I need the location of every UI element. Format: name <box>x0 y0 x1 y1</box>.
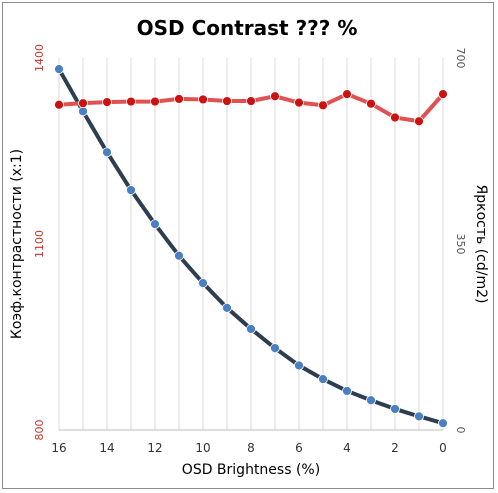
series-1-point <box>342 386 352 396</box>
y-left-tick-label: 1400 <box>33 44 46 72</box>
x-tick-label: 0 <box>439 441 447 455</box>
x-tick-label: 12 <box>147 441 162 455</box>
series-2-point <box>342 89 352 100</box>
series-2-point <box>78 98 88 109</box>
series-1-point <box>126 185 136 195</box>
series-1-point <box>318 374 328 385</box>
chart-svg: OSD Contrast ??? % 800 1100 1400 0 350 700 1… <box>9 16 489 478</box>
series-1-point <box>54 64 64 75</box>
y-left-ticks: 800 1100 1400 <box>33 44 46 441</box>
y-right-tick-label: 700 <box>454 48 467 69</box>
y-left-tick-label: 1100 <box>33 230 46 258</box>
series-1-point <box>174 250 184 261</box>
series-2-point <box>150 96 160 107</box>
series-2-point <box>390 112 400 123</box>
series-2-point <box>198 94 208 105</box>
series-1-point <box>78 106 88 117</box>
series-1-point <box>222 302 232 313</box>
series-1-point <box>198 278 208 288</box>
y-right-tick-label: 350 <box>454 234 467 255</box>
series-layer <box>54 64 448 429</box>
series-1-point <box>150 219 160 230</box>
y-right-axis-title: Яркость (cd/m2) <box>473 185 489 304</box>
series-1-point <box>414 411 424 422</box>
series-2-point <box>414 116 424 127</box>
x-tick-label: 14 <box>99 441 114 455</box>
x-axis-title: OSD Brightness (%) <box>182 462 320 478</box>
x-tick-label: 6 <box>295 441 303 455</box>
series-2-point <box>174 94 184 104</box>
y-right-tick-label: 0 <box>454 427 467 434</box>
series-1-point <box>102 147 112 158</box>
series-1-point <box>390 404 400 414</box>
x-ticks: 16 14 12 10 8 6 4 2 0 <box>51 441 446 455</box>
chart-frame: OSD Contrast ??? % 800 1100 1400 0 350 700 1… <box>2 2 494 489</box>
series-2-point <box>294 97 304 108</box>
series-2-point <box>246 96 256 106</box>
series-2-point <box>126 96 136 107</box>
series-1-point <box>246 324 256 334</box>
series-2-point <box>438 89 448 100</box>
series-2-point <box>366 98 376 109</box>
series-2-point <box>222 96 232 106</box>
x-tick-label: 10 <box>195 441 210 455</box>
x-tick-label: 8 <box>247 441 255 455</box>
chart-title: OSD Contrast ??? % <box>137 16 358 40</box>
x-tick-label: 2 <box>391 441 399 455</box>
series-1-point <box>294 360 304 371</box>
series-1-point <box>270 343 280 354</box>
y-left-tick-label: 800 <box>33 420 46 441</box>
series-1-point <box>438 418 448 429</box>
series-2-point <box>318 100 328 111</box>
series-1-point <box>366 395 376 406</box>
series-2-point <box>54 99 64 110</box>
series-2-point <box>270 91 280 102</box>
x-tick-label: 16 <box>51 441 66 455</box>
series-2-point <box>102 97 112 108</box>
y-left-axis-title: Коэф.контрастности (x:1) <box>9 149 25 339</box>
x-tick-label: 4 <box>343 441 351 455</box>
y-right-ticks: 0 350 700 <box>454 48 467 434</box>
